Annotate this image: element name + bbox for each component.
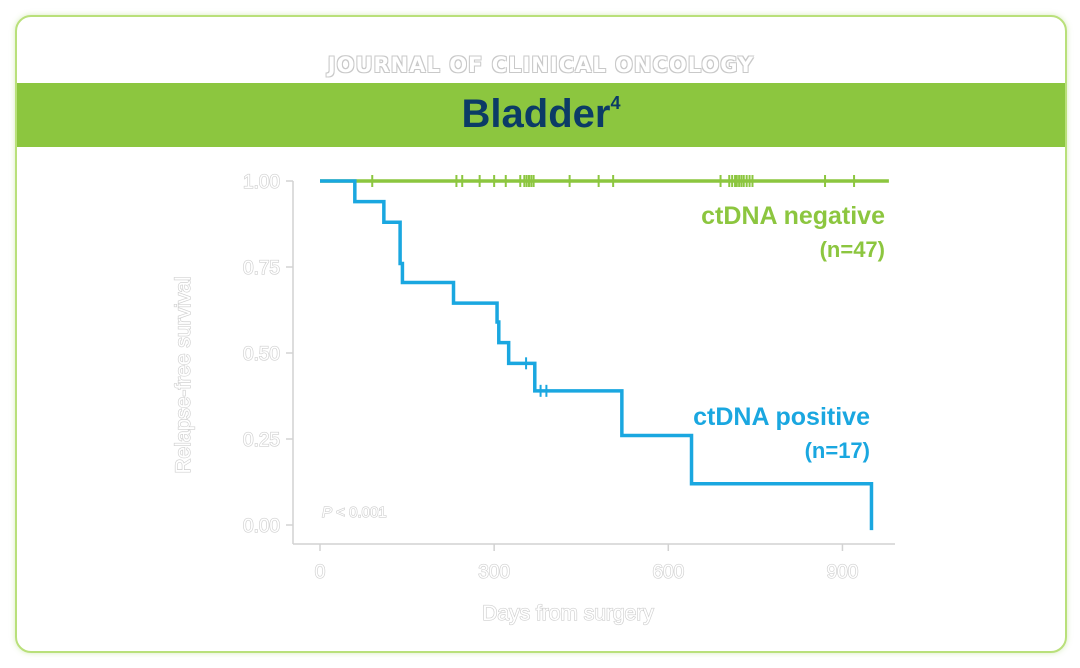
y-axis-title: Relapse-free survival <box>172 276 195 473</box>
p-symbol: P <box>322 504 332 521</box>
figure-card: JOURNAL OF CLINICAL ONCOLOGY Bladder4 <box>15 15 1067 653</box>
p-value-text: < 0.001 <box>332 504 387 521</box>
journal-name: JOURNAL OF CLINICAL ONCOLOGY <box>327 53 755 77</box>
series <box>320 175 889 531</box>
y-tick-label: 1.00 <box>243 172 280 193</box>
axes <box>292 181 895 545</box>
y-tick-label: 0.50 <box>243 344 280 365</box>
x-tick-label: 300 <box>478 562 510 583</box>
axis-ticks: 0.00 0.25 0.50 0.75 1.00 0 300 600 900 <box>242 171 859 583</box>
curve-positive <box>320 179 874 531</box>
p-value-annotation: P < 0.001 <box>322 504 387 521</box>
y-tick-label: 0.75 <box>243 258 280 279</box>
legend-positive-name: ctDNA positive <box>693 403 870 431</box>
x-axis-title: Days from surgery <box>482 602 654 625</box>
legend-positive-n: (n=17) <box>805 438 870 463</box>
y-tick-label: 0.25 <box>243 430 280 451</box>
title-banner: Bladder4 <box>17 83 1065 147</box>
legend-negative-name: ctDNA negative <box>701 202 885 230</box>
legend-negative-n: (n=47) <box>820 237 885 262</box>
y-tick-label: 0.00 <box>243 516 280 537</box>
chart-title-text: Bladder <box>461 92 611 136</box>
title-reference-superscript: 4 <box>610 93 621 113</box>
chart-title: Bladder4 <box>462 92 621 137</box>
x-tick-label: 900 <box>827 562 859 583</box>
x-tick-label: 600 <box>652 562 684 583</box>
x-tick-label: 0 <box>315 562 326 583</box>
